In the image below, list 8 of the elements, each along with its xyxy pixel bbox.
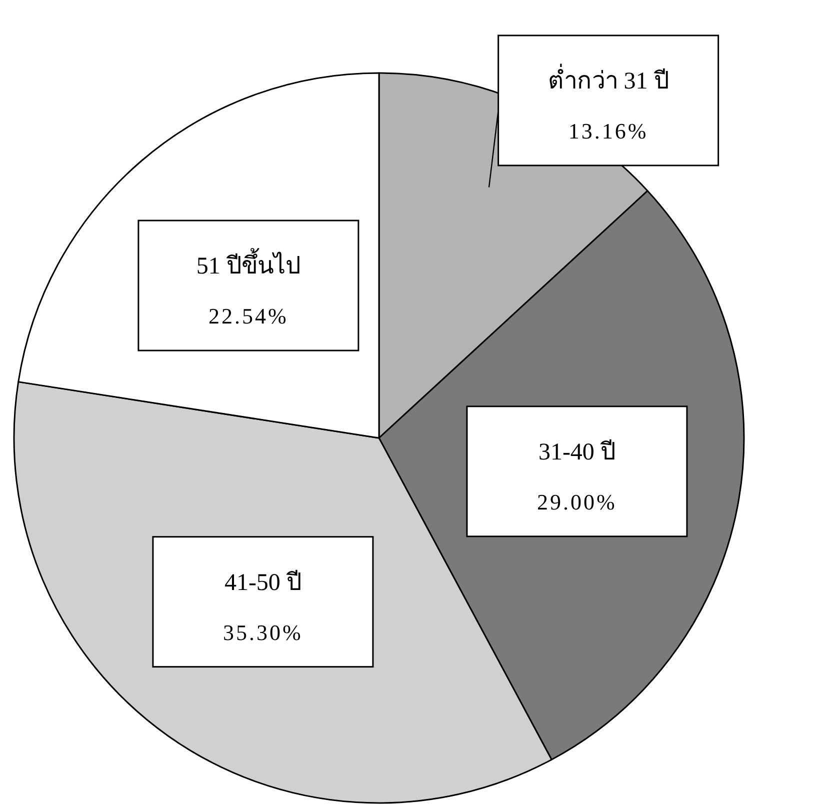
data-label: 29.00% bbox=[537, 489, 617, 514]
slice-label: ต่ำกว่า 31 ปี bbox=[548, 63, 669, 94]
data-label: 35.30% bbox=[223, 620, 303, 645]
data-label: 22.54% bbox=[208, 304, 288, 329]
slice-label: 51 ปีขึ้นไป bbox=[196, 248, 300, 280]
data-label: 13.16% bbox=[568, 118, 648, 144]
slice-label: 31-40 ปี bbox=[538, 438, 616, 466]
slice-label: 41-50 ปี bbox=[224, 568, 302, 596]
